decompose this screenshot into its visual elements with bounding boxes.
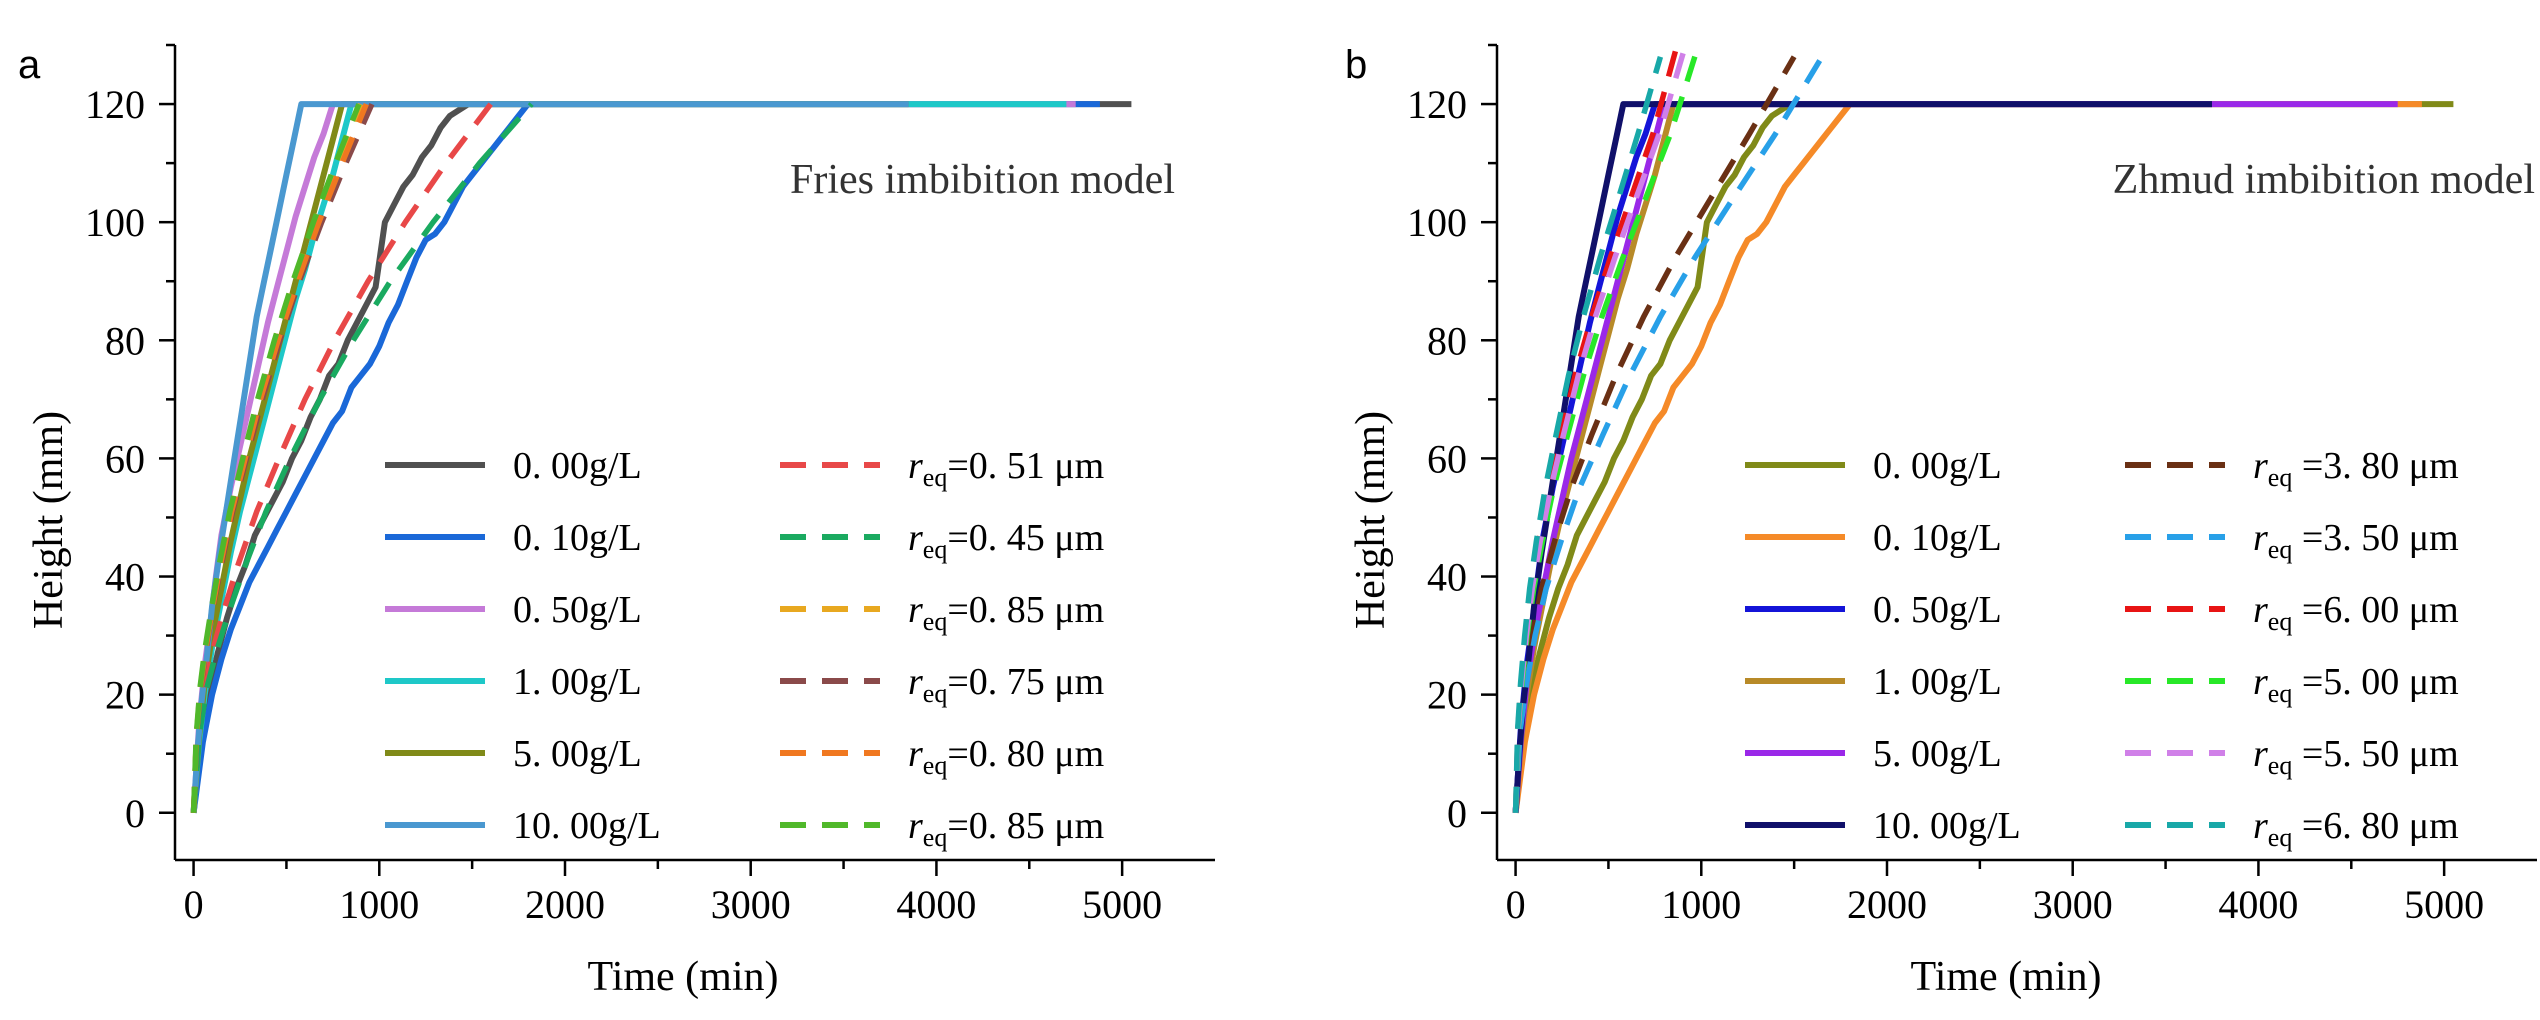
legend-label: req =5. 50 μm [2253,733,2459,780]
x-axis-title: Time (min) [588,954,779,1000]
x-tick-label: 1000 [339,882,419,927]
x-tick-label: 0 [184,882,204,927]
legend-label: req=0. 51 μm [908,445,1104,492]
y-tick-label: 120 [1407,82,1467,127]
x-tick-label: 4000 [2218,882,2298,927]
legend-label: req =3. 80 μm [2253,445,2459,492]
legend-label: req=0. 80 μm [908,733,1104,780]
y-tick-label: 0 [1447,791,1467,836]
legend-label: req =5. 00 μm [2253,661,2459,708]
x-tick-label: 4000 [896,882,976,927]
legend-label: 10. 00g/L [513,805,661,847]
legend-label: req=0. 75 μm [908,661,1104,708]
legend-label: 10. 00g/L [1873,805,2021,847]
series-line-11 [1512,56,1664,813]
legend: 0. 00g/L 0. 10g/L 0. 50g/L 1. 00g/L 5. 00g/L… [1745,445,2459,852]
legend-label: 0. 50g/L [513,589,642,631]
y-tick-label: 80 [1427,318,1467,363]
series-line-9 [190,102,375,813]
y-axis-title: Height (mm) [26,411,72,629]
legend-label: req=0. 85 μm [908,805,1104,852]
y-tick-label: 20 [105,673,145,718]
legend-label: 1. 00g/L [513,661,642,703]
legend-label: req =6. 00 μm [2253,589,2459,636]
chart-title: Fries imbibition model [790,157,1175,203]
legend-label: 0. 10g/L [513,517,642,559]
y-tick-label: 100 [85,200,145,245]
y-tick-label: 40 [105,555,145,600]
legend-label: 0. 50g/L [1873,589,2002,631]
legend-label: 0. 00g/L [1873,445,2002,487]
y-tick-label: 60 [1427,436,1467,481]
series-line-11 [190,103,362,813]
y-tick-label: 80 [105,318,145,363]
panel-a: a 0 1000 2000 3000 4000 5000 0 20 40 60 80 100 120 F… [18,43,1215,1000]
series-line-1 [1512,101,2422,814]
y-tick-label: 0 [125,791,145,836]
x-tick-label: 3000 [711,882,791,927]
x-tick-label: 1000 [1661,882,1741,927]
chart-title: Zhmud imbibition model [2113,157,2535,203]
legend-label: req=0. 45 μm [908,517,1104,564]
panel-b: b 0 1000 2000 3000 4000 5000 0 20 40 60 80 100 120 Z… [1345,43,2537,1000]
y-axis-title: Height (mm) [1348,411,1394,629]
x-tick-label: 3000 [2033,882,2113,927]
series-layer [1512,45,2454,814]
legend-label: 5. 00g/L [513,733,642,775]
x-tick-label: 2000 [1847,882,1927,927]
panel-label: a [18,43,41,87]
axes-layer: 0 1000 2000 3000 4000 5000 0 20 40 60 80 100 120 [1407,43,2537,927]
series-line-7 [190,102,534,813]
x-tick-label: 2000 [525,882,605,927]
axes-layer: 0 1000 2000 3000 4000 5000 0 20 40 60 80 100 120 [85,43,1215,927]
series-line-2 [1512,101,2212,813]
y-tick-label: 100 [1407,200,1467,245]
legend-label: req =3. 50 μm [2253,517,2459,564]
series-line-7 [1512,55,1825,813]
legend-label: req =6. 80 μm [2253,805,2459,852]
series-layer [190,101,1132,814]
x-axis-title: Time (min) [1911,954,2102,1000]
legend-label: 5. 00g/L [1873,733,2002,775]
x-tick-label: 0 [1506,882,1526,927]
y-tick-label: 40 [1427,555,1467,600]
y-tick-label: 20 [1427,673,1467,718]
series-line-0 [1512,101,2454,814]
legend: 0. 00g/L 0. 10g/L 0. 50g/L 1. 00g/L 5. 00g/L… [385,445,1104,852]
x-tick-label: 5000 [1082,882,1162,927]
legend-label: req=0. 85 μm [908,589,1104,636]
panel-label: b [1345,43,1367,87]
y-tick-label: 60 [105,436,145,481]
legend-label: 1. 00g/L [1873,661,2002,703]
legend-label: 0. 10g/L [1873,517,2002,559]
y-tick-label: 120 [85,82,145,127]
legend-label: 0. 00g/L [513,445,642,487]
x-tick-label: 5000 [2404,882,2484,927]
